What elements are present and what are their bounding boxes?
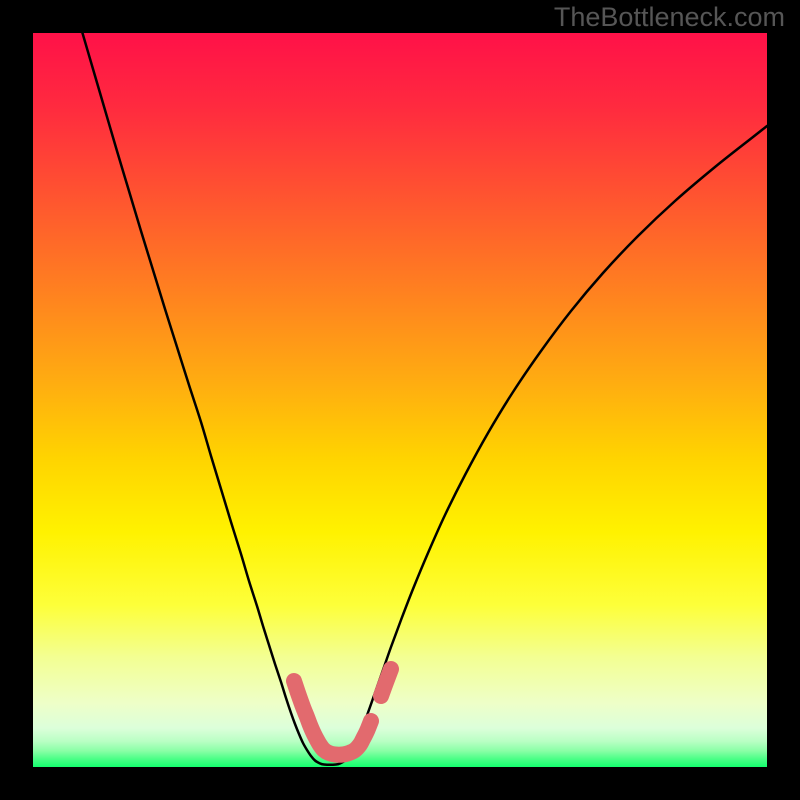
chart-frame: TheBottleneck.com — [0, 0, 800, 800]
gradient-background — [33, 33, 767, 767]
watermark-text: TheBottleneck.com — [554, 2, 785, 33]
highlight-segment-1 — [381, 669, 391, 696]
plot-area — [33, 33, 767, 767]
plot-svg — [33, 33, 767, 767]
